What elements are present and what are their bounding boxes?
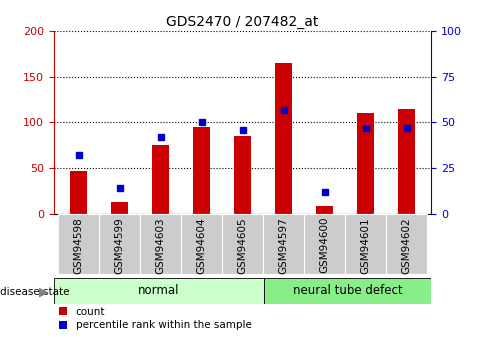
FancyBboxPatch shape xyxy=(345,214,386,274)
FancyBboxPatch shape xyxy=(140,214,181,274)
Text: GSM94603: GSM94603 xyxy=(155,217,166,274)
Title: GDS2470 / 207482_at: GDS2470 / 207482_at xyxy=(167,14,318,29)
FancyBboxPatch shape xyxy=(222,214,263,274)
FancyBboxPatch shape xyxy=(304,214,345,274)
Bar xyxy=(398,109,415,214)
Text: ▶: ▶ xyxy=(39,285,49,298)
Bar xyxy=(234,136,251,214)
Bar xyxy=(317,206,333,214)
FancyBboxPatch shape xyxy=(263,214,304,274)
FancyBboxPatch shape xyxy=(181,214,222,274)
Text: neural tube defect: neural tube defect xyxy=(293,284,402,297)
FancyBboxPatch shape xyxy=(386,214,427,274)
Text: normal: normal xyxy=(138,284,179,297)
Text: GSM94598: GSM94598 xyxy=(74,217,83,274)
Bar xyxy=(70,171,87,214)
Text: GSM94604: GSM94604 xyxy=(196,217,207,274)
Bar xyxy=(357,113,374,214)
Text: GSM94605: GSM94605 xyxy=(238,217,247,274)
Text: GSM94597: GSM94597 xyxy=(278,217,289,274)
Text: GSM94599: GSM94599 xyxy=(115,217,124,274)
Text: GSM94600: GSM94600 xyxy=(319,217,330,274)
Bar xyxy=(194,127,210,214)
Bar xyxy=(54,278,264,304)
Bar xyxy=(275,63,292,214)
Text: GSM94601: GSM94601 xyxy=(361,217,370,274)
Text: GSM94602: GSM94602 xyxy=(402,217,412,274)
Legend: count, percentile rank within the sample: count, percentile rank within the sample xyxy=(59,307,252,330)
Bar xyxy=(264,278,431,304)
Bar xyxy=(111,202,128,214)
Bar xyxy=(152,145,169,214)
FancyBboxPatch shape xyxy=(58,214,99,274)
FancyBboxPatch shape xyxy=(99,214,140,274)
Text: disease state: disease state xyxy=(0,287,70,296)
